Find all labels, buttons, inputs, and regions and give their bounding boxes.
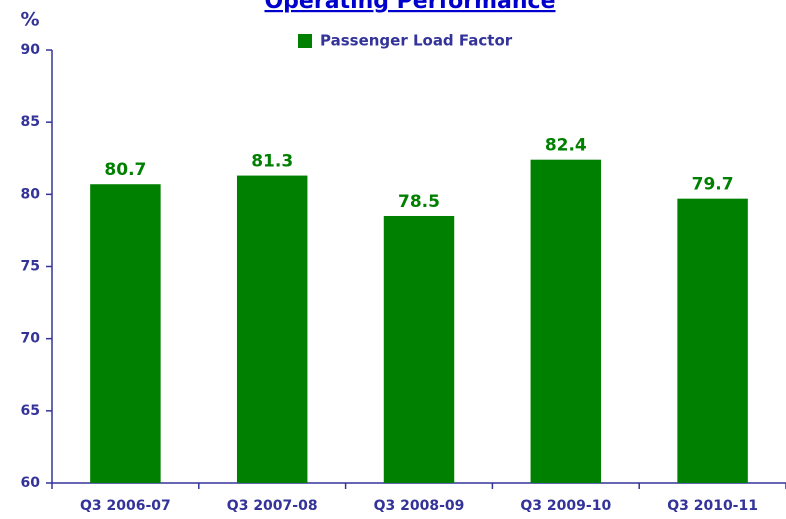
data-label: 80.7 [104, 160, 146, 180]
chart-title: Operating Performance [264, 0, 555, 14]
x-tick-label: Q3 2009-10 [520, 498, 611, 514]
y-tick-label: 90 [21, 42, 41, 58]
data-label: 78.5 [398, 192, 440, 212]
x-tick-label: Q3 2010-11 [667, 498, 758, 514]
bar [383, 215, 455, 483]
legend-label: Passenger Load Factor [320, 32, 513, 50]
y-tick-label: 75 [21, 259, 40, 275]
bar [236, 175, 308, 483]
data-label: 81.3 [251, 152, 293, 172]
x-tick-label: Q3 2006-07 [80, 498, 171, 514]
y-tick-label: 60 [21, 475, 41, 491]
y-axis-label: % [20, 9, 39, 31]
legend-swatch [298, 34, 312, 48]
x-tick-label: Q3 2007-08 [227, 498, 318, 514]
y-tick-label: 80 [21, 186, 41, 202]
data-label: 82.4 [545, 136, 587, 156]
bar [677, 198, 748, 483]
y-tick-label: 70 [21, 331, 41, 347]
data-label: 79.7 [692, 175, 734, 195]
bar [530, 159, 602, 483]
bar [90, 184, 161, 484]
x-tick-label: Q3 2008-09 [374, 498, 465, 514]
y-tick-label: 85 [21, 114, 40, 130]
y-tick-label: 65 [21, 403, 40, 419]
